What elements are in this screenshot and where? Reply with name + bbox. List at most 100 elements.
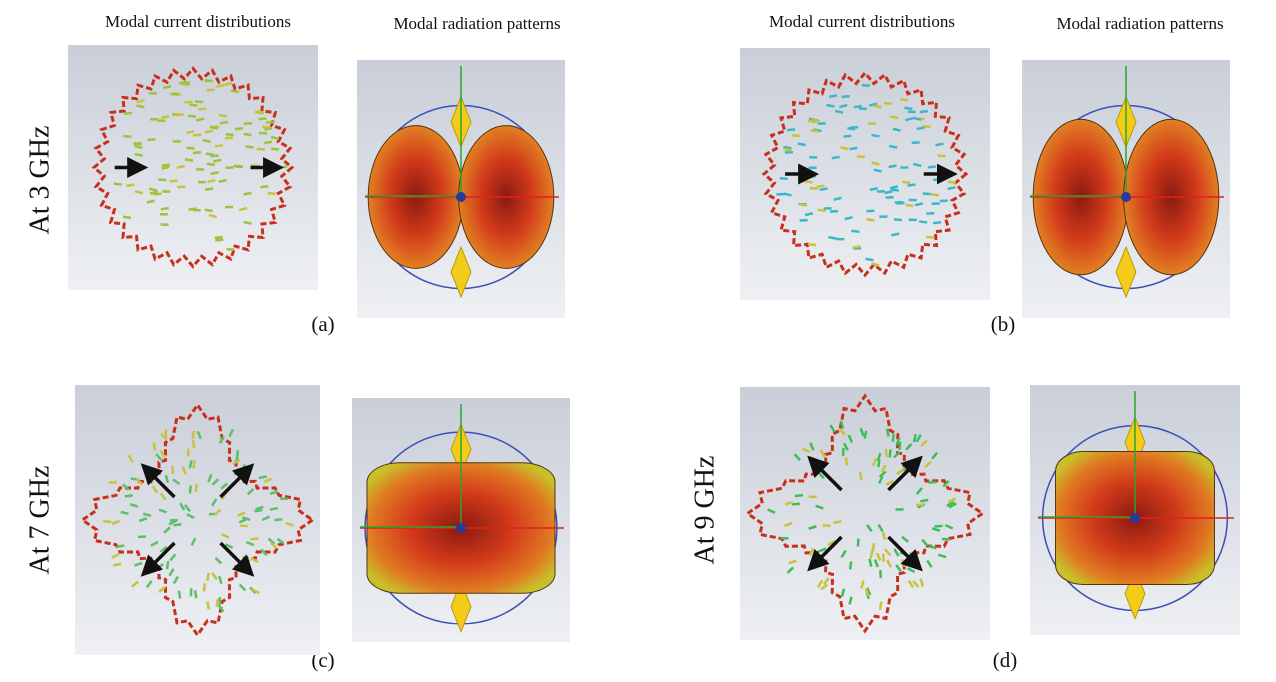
current-vector	[181, 83, 189, 84]
current-vector	[870, 188, 878, 189]
frequency-label: At 7 GHz	[24, 466, 55, 575]
frequency-label: At 9 GHz	[689, 456, 720, 565]
current-vector	[891, 190, 899, 191]
current-vector	[900, 442, 901, 450]
current-vector	[259, 476, 267, 478]
current-vector	[902, 182, 910, 183]
current-vector	[904, 108, 912, 109]
current-vector	[851, 231, 859, 232]
current-vector	[835, 111, 843, 113]
current-vector	[231, 90, 239, 92]
current-vector	[832, 157, 840, 158]
current-vector	[135, 191, 143, 193]
current-vector	[205, 210, 213, 211]
current-vector	[237, 450, 238, 458]
current-vector	[179, 591, 180, 599]
current-vector	[217, 599, 219, 607]
current-vector	[860, 472, 861, 480]
current-vector	[154, 443, 155, 451]
current-vector	[784, 149, 792, 151]
current-vector	[195, 590, 196, 598]
current-vector	[167, 561, 168, 569]
current-vector	[121, 512, 129, 514]
current-vector	[125, 495, 133, 496]
current-vector	[849, 148, 857, 149]
current-vector	[210, 127, 218, 129]
current-vector	[215, 145, 223, 146]
current-vector	[188, 116, 196, 117]
column-heading: Modal radiation patterns	[1056, 14, 1223, 33]
current-vector	[940, 201, 948, 202]
current-vector	[134, 143, 142, 144]
current-vector	[828, 237, 836, 238]
current-vector	[833, 521, 841, 523]
current-vector	[889, 146, 897, 147]
current-vector	[919, 221, 927, 222]
current-vector	[872, 163, 880, 165]
current-vector	[279, 167, 287, 168]
current-vector	[850, 561, 851, 569]
current-vector	[219, 180, 227, 182]
current-vector	[785, 502, 793, 504]
current-vector	[186, 148, 194, 149]
current-vector	[843, 136, 851, 137]
current-vector	[204, 583, 205, 591]
current-vector	[207, 164, 215, 165]
current-vector	[274, 519, 282, 520]
current-vector	[240, 525, 248, 526]
current-vector	[948, 187, 956, 189]
current-vector	[266, 122, 274, 123]
panel: At 9 GHz(d)	[689, 385, 1240, 672]
current-vector	[853, 246, 861, 247]
current-vector	[937, 155, 945, 156]
current-vector	[163, 87, 171, 88]
current-vector	[149, 189, 157, 191]
current-vector	[914, 434, 915, 442]
panel-caption: (b)	[991, 312, 1016, 336]
current-vector	[805, 213, 813, 215]
current-vector	[161, 208, 169, 209]
panel-caption: (a)	[311, 312, 334, 336]
current-vector	[196, 484, 197, 492]
current-vector	[926, 237, 934, 238]
current-vector	[928, 166, 936, 167]
current-vector	[872, 135, 880, 136]
current-vector	[780, 178, 788, 179]
current-vector	[897, 203, 905, 204]
current-image	[740, 387, 990, 640]
current-vector	[135, 154, 143, 155]
current-vector	[158, 180, 166, 181]
current-vector	[880, 570, 881, 578]
current-vector	[207, 573, 208, 581]
current-vector	[808, 176, 816, 177]
current-vector	[935, 526, 943, 527]
current-vector	[787, 129, 795, 130]
current-vector	[162, 165, 170, 166]
current-vector	[792, 504, 800, 505]
current-vector	[886, 449, 887, 457]
current-vector	[920, 111, 928, 112]
current-vector	[193, 431, 194, 439]
current-vector	[113, 564, 121, 566]
current-vector	[206, 154, 214, 155]
current-vector	[177, 166, 185, 168]
current-vector	[244, 193, 252, 194]
column-heading: Modal current distributions	[769, 12, 955, 31]
radiation-image	[357, 60, 565, 318]
current-vector	[207, 602, 209, 610]
current-vector	[244, 123, 252, 124]
current-vector	[890, 117, 898, 118]
current-vector	[262, 127, 270, 128]
current-vector	[917, 128, 925, 129]
current-vector	[123, 136, 131, 137]
current-vector	[205, 189, 213, 190]
current-vector	[213, 160, 221, 162]
current-vector	[843, 448, 844, 456]
current-vector	[865, 431, 867, 439]
current-vector	[900, 99, 908, 100]
current-vector	[215, 240, 223, 241]
current-vector	[126, 184, 134, 185]
current-vector	[271, 149, 279, 150]
panel: Modal current distributions Modal radiati…	[740, 12, 1230, 336]
current-vector	[887, 429, 888, 437]
